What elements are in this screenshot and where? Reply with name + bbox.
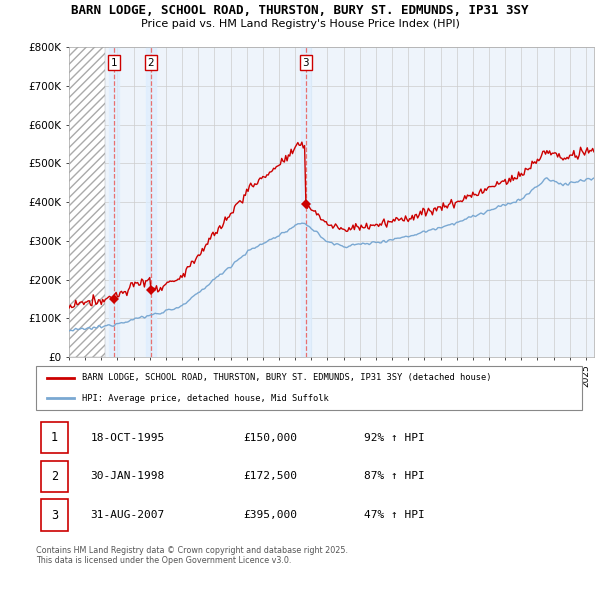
Text: 3: 3 xyxy=(51,509,58,522)
Text: 87% ↑ HPI: 87% ↑ HPI xyxy=(364,471,424,481)
Text: £395,000: £395,000 xyxy=(244,510,298,520)
FancyBboxPatch shape xyxy=(41,499,68,531)
Text: 2: 2 xyxy=(51,470,58,483)
Text: HPI: Average price, detached house, Mid Suffolk: HPI: Average price, detached house, Mid … xyxy=(82,394,329,402)
Text: 31-AUG-2007: 31-AUG-2007 xyxy=(91,510,165,520)
Text: BARN LODGE, SCHOOL ROAD, THURSTON, BURY ST. EDMUNDS, IP31 3SY (detached house): BARN LODGE, SCHOOL ROAD, THURSTON, BURY … xyxy=(82,373,492,382)
FancyBboxPatch shape xyxy=(41,422,68,454)
Text: 30-JAN-1998: 30-JAN-1998 xyxy=(91,471,165,481)
FancyBboxPatch shape xyxy=(36,366,582,410)
Text: 2: 2 xyxy=(148,58,154,68)
Text: BARN LODGE, SCHOOL ROAD, THURSTON, BURY ST. EDMUNDS, IP31 3SY: BARN LODGE, SCHOOL ROAD, THURSTON, BURY … xyxy=(71,4,529,17)
Bar xyxy=(109,47,119,357)
Text: 3: 3 xyxy=(302,58,309,68)
Text: 18-OCT-1995: 18-OCT-1995 xyxy=(91,432,165,442)
Bar xyxy=(301,47,311,357)
Text: 92% ↑ HPI: 92% ↑ HPI xyxy=(364,432,424,442)
Bar xyxy=(146,47,156,357)
FancyBboxPatch shape xyxy=(41,461,68,492)
Text: Price paid vs. HM Land Registry's House Price Index (HPI): Price paid vs. HM Land Registry's House … xyxy=(140,19,460,29)
Text: 1: 1 xyxy=(51,431,58,444)
Text: £172,500: £172,500 xyxy=(244,471,298,481)
Text: 1: 1 xyxy=(111,58,118,68)
Text: £150,000: £150,000 xyxy=(244,432,298,442)
Text: 47% ↑ HPI: 47% ↑ HPI xyxy=(364,510,424,520)
Text: Contains HM Land Registry data © Crown copyright and database right 2025.
This d: Contains HM Land Registry data © Crown c… xyxy=(36,546,348,565)
